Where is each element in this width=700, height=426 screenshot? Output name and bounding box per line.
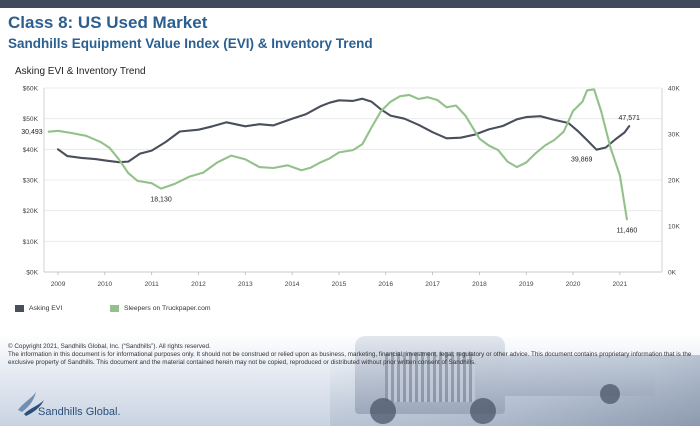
truck-wheel-image (600, 384, 620, 404)
evi-inventory-chart: $0K $10K $20K $30K $40K $50K $60K 0K 10K 20K 30K 4… (21, 86, 680, 289)
y-right-tick-label: 30K (668, 132, 680, 139)
y-right-tick-label: 40K (668, 86, 680, 93)
y-left-tick-label: $60K (23, 86, 39, 93)
x-tick-label: 2019 (519, 281, 534, 288)
data-label: 11,460 (616, 227, 637, 234)
chart-title: Asking EVI & Inventory Trend (15, 66, 146, 77)
legend-label-asking-evi: Asking EVI (29, 305, 63, 312)
sandhills-logo-icon (18, 392, 44, 416)
y-right-tick-label: 10K (668, 224, 680, 231)
x-tick-label: 2016 (378, 281, 393, 288)
data-label: 47,571 (619, 115, 641, 122)
x-tick-label: 2013 (238, 281, 253, 288)
legend-label-sleepers: Sleepers on Truckpaper.com (124, 305, 211, 312)
y-left-tick-label: $40K (23, 147, 39, 154)
x-tick-label: 2014 (285, 281, 300, 288)
y-left-tick-label: $30K (23, 178, 39, 185)
truck-wheel-image (370, 398, 396, 424)
x-tick-label: 2015 (332, 281, 347, 288)
data-label: 30,493 (21, 129, 43, 136)
truck-grill-image (385, 352, 475, 402)
series-line-sleepers (47, 88, 628, 221)
data-label: 18,130 (150, 197, 172, 204)
y-left-tick-label: $0K (26, 270, 38, 277)
legend-item-asking-evi: Asking EVI (15, 305, 62, 312)
copyright-notice: © Copyright 2021, Sandhills Global, Inc.… (8, 343, 692, 367)
series-line-asking-evi (56, 97, 631, 164)
x-tick-label: 2021 (613, 281, 628, 288)
x-tick-label: 2010 (98, 281, 113, 288)
page-title: Class 8: US Used Market (8, 13, 208, 32)
x-tick-label: 2018 (472, 281, 487, 288)
copyright-line: © Copyright 2021, Sandhills Global, Inc.… (8, 343, 211, 350)
y-left-tick-label: $10K (23, 239, 39, 246)
legend-item-sleepers: Sleepers on Truckpaper.com (110, 305, 211, 312)
x-tick-label: 2012 (191, 281, 206, 288)
top-bar (0, 0, 700, 8)
y-right-tick-label: 20K (668, 178, 680, 185)
legend-swatch-asking-evi (15, 305, 24, 312)
logo-text: Sandhills Global. (38, 406, 121, 418)
y-left-tick-label: $20K (23, 208, 39, 215)
x-tick-label: 2011 (145, 281, 160, 288)
x-tick-label: 2017 (425, 281, 440, 288)
y-left-tick-label: $50K (23, 116, 39, 123)
legend-swatch-sleepers (110, 305, 119, 312)
x-tick-label: 2009 (51, 281, 66, 288)
x-tick-label: 2020 (566, 281, 581, 288)
data-label: 39,869 (571, 157, 593, 164)
truck-trailer-image (505, 356, 655, 396)
truck-wheel-image (470, 398, 496, 424)
page-subtitle: Sandhills Equipment Value Index (EVI) & … (8, 36, 373, 51)
disclaimer-text: The information in this document is for … (8, 351, 692, 366)
y-right-tick-label: 0K (668, 270, 677, 277)
